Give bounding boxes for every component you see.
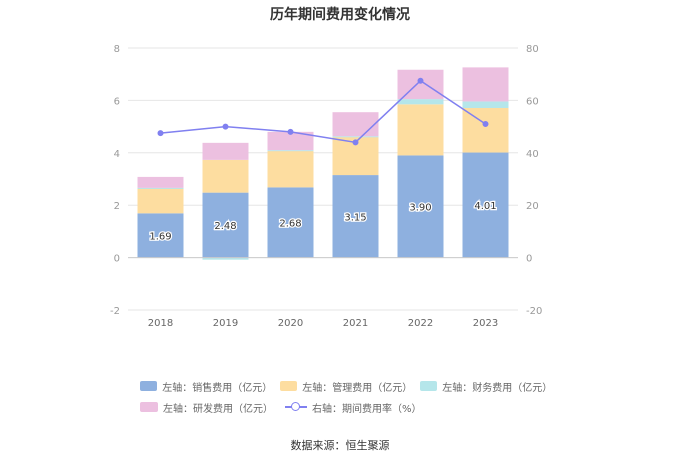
y-right-tick-label: 40 [526,149,539,160]
data-label-sales: 2.48 [214,221,236,232]
bar-finance [137,187,184,189]
rate-point [287,128,294,135]
legend-swatch-rate [285,402,307,412]
bar-sales [202,192,249,258]
bar-sales [332,175,379,258]
legend-label-rate: 右轴：期间费用率（%） [312,403,422,415]
legend-item-admin[interactable]: 左轴：管理费用（亿元） [280,379,413,394]
legend-swatch-finance [420,381,438,391]
y-right-tick-label: 20 [526,201,539,212]
legend-swatch-admin [280,381,298,391]
bar-finance [462,101,509,108]
x-tick-label: 2019 [213,318,238,329]
y-right-tick-label: 60 [526,96,539,107]
bar-admin [462,107,509,153]
legend-swatch-rnd [140,402,158,412]
data-label-sales: 4.01 [474,201,496,212]
bar-rnd [202,142,249,160]
data-label-sales: 1.69 [149,231,171,242]
legend-label-admin: 左轴：管理费用（亿元） [302,382,413,394]
x-tick-label: 2022 [408,318,433,329]
rate-point [222,123,229,130]
x-tick-label: 2023 [473,318,498,329]
bar-admin [137,188,184,214]
bar-rnd [462,67,509,102]
y-left-tick-label: 0 [114,254,120,265]
rate-point [157,130,164,137]
legend-swatch-sales [140,381,158,391]
bar-sales [267,187,314,258]
legend-label-rnd: 左轴：研发费用（亿元） [163,403,273,415]
data-label-sales: 3.90 [409,203,431,214]
bar-rnd [267,131,314,151]
bar-rnd [397,69,444,100]
data-label-sales: 3.15 [344,212,366,223]
legend-item-finance[interactable]: 左轴：财务费用（亿元） [420,379,553,394]
bar-finance [267,150,314,152]
y-right-tick-label: -20 [526,306,542,317]
y-left-tick-label: -2 [110,306,120,317]
bar-sales [462,152,509,258]
bar-sales [137,213,184,258]
rate-point [482,120,489,127]
x-tick-label: 2020 [278,318,303,329]
y-right-tick-label: 0 [526,254,532,265]
bar-admin [397,104,444,156]
source-note: 数据来源：恒生聚源 [290,439,390,452]
y-left-tick-label: 6 [114,96,120,107]
y-left-tick-label: 8 [114,44,120,55]
y-left-tick-label: 2 [114,201,120,212]
rate-line [160,79,486,144]
y-right-tick-label: 80 [526,44,539,55]
legend-item-sales[interactable]: 左轴：销售费用（亿元） [140,379,273,394]
bar-finance [397,99,444,105]
bar-finance [332,136,379,138]
legend-label-finance: 左轴：财务费用（亿元） [442,382,553,394]
bar-admin [267,150,314,188]
chart-title: 历年期间费用变化情况 [270,7,410,23]
bar-rnd [332,112,379,137]
bar-rnd [137,176,184,188]
data-label-sales: 2.68 [279,218,301,229]
legend-item-rnd[interactable]: 左轴：研发费用（亿元） [140,400,273,415]
rate-point [352,139,359,146]
x-tick-label: 2021 [343,318,368,329]
rate-point [417,77,424,84]
x-tick-label: 2018 [148,318,173,329]
bar-finance [202,257,249,260]
legend-label-sales: 左轴：销售费用（亿元） [162,382,273,394]
bar-admin [202,159,249,193]
legend: 左轴：销售费用（亿元） 左轴：管理费用（亿元） 左轴：财务费用（亿元） 左轴：研… [140,377,560,419]
legend-item-rate[interactable]: 右轴：期间费用率（%） [285,400,422,415]
bar-sales [397,155,444,258]
y-left-tick-label: 4 [114,149,120,160]
